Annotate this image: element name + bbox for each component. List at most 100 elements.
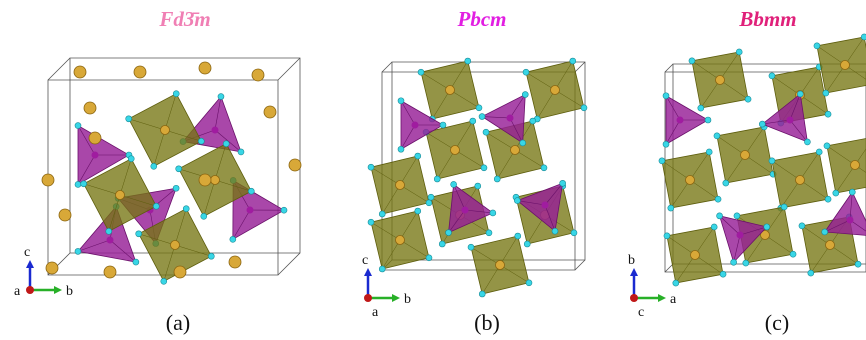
atom: [507, 115, 514, 122]
atom: [745, 96, 751, 102]
atom: [511, 146, 520, 155]
atom: [468, 244, 474, 250]
atom: [252, 69, 264, 81]
atom: [716, 76, 725, 85]
atom: [418, 69, 424, 75]
atom: [663, 141, 669, 147]
atom: [720, 271, 726, 277]
atom: [223, 141, 229, 147]
atom: [673, 280, 679, 286]
atom: [281, 207, 287, 213]
atom: [759, 121, 765, 127]
atom: [523, 69, 529, 75]
atom: [849, 189, 855, 195]
atom: [199, 62, 211, 74]
atom: [470, 118, 476, 124]
atom: [153, 203, 159, 209]
atom: [764, 224, 770, 230]
atom: [74, 66, 86, 78]
atom: [92, 152, 99, 159]
atom: [161, 126, 170, 135]
atom: [426, 200, 432, 206]
atom: [104, 266, 116, 278]
atom: [126, 116, 132, 122]
atom: [769, 158, 775, 164]
atom: [847, 217, 854, 224]
atom: [714, 133, 720, 139]
atom: [211, 176, 220, 185]
atom: [218, 94, 224, 100]
atom: [515, 233, 521, 239]
atom: [89, 132, 101, 144]
atom: [804, 139, 810, 145]
atom: [176, 166, 182, 172]
atom: [796, 176, 805, 185]
atom: [46, 262, 58, 274]
atom: [797, 91, 803, 97]
atom: [841, 61, 850, 70]
axis-arrow: [54, 286, 62, 294]
atom: [541, 165, 547, 171]
atom: [668, 205, 674, 211]
atom: [677, 117, 684, 124]
atom: [664, 233, 670, 239]
atom: [212, 127, 219, 134]
atom: [247, 207, 254, 214]
atom: [552, 228, 558, 234]
atom: [368, 219, 374, 225]
axis-label: a: [372, 305, 379, 320]
atom: [741, 151, 750, 160]
atom: [826, 241, 835, 250]
atom: [106, 228, 112, 234]
axis-label: a: [14, 284, 21, 299]
atom: [496, 261, 505, 270]
atom: [816, 149, 822, 155]
axis-arrow: [658, 294, 666, 302]
atom: [107, 237, 114, 244]
octahedron: [827, 137, 866, 193]
axis-label: b: [404, 292, 411, 307]
atom: [581, 105, 587, 111]
atom: [451, 181, 457, 187]
atom: [691, 251, 700, 260]
atom: [514, 198, 520, 204]
atom: [825, 196, 831, 202]
atom: [743, 260, 749, 266]
atom: [734, 213, 740, 219]
atom: [705, 117, 711, 123]
atom: [465, 58, 471, 64]
atom: [861, 34, 866, 40]
atom: [698, 105, 704, 111]
atom: [248, 188, 254, 194]
atom: [736, 49, 742, 55]
atom: [570, 58, 576, 64]
atom: [379, 266, 385, 272]
atom: [851, 161, 860, 170]
panel-title: Pbcm: [457, 7, 507, 31]
atom: [717, 213, 723, 219]
atom: [412, 122, 419, 129]
atom: [174, 266, 186, 278]
axis-label: b: [66, 284, 73, 299]
atom: [723, 180, 729, 186]
atom: [173, 91, 179, 97]
atom: [825, 111, 831, 117]
atom: [462, 207, 469, 214]
atom: [415, 153, 421, 159]
atom: [824, 143, 830, 149]
atom: [494, 176, 500, 182]
atom: [799, 223, 805, 229]
atom: [173, 185, 179, 191]
axis-label: a: [670, 292, 677, 307]
atom: [571, 230, 577, 236]
atom: [289, 159, 301, 171]
atom: [440, 122, 446, 128]
atom: [446, 86, 455, 95]
atom: [479, 114, 485, 120]
atom: [264, 106, 276, 118]
atom: [711, 224, 717, 230]
atom: [230, 236, 236, 242]
axis-arrow: [630, 268, 638, 276]
atom: [520, 140, 526, 146]
atom: [199, 174, 211, 186]
